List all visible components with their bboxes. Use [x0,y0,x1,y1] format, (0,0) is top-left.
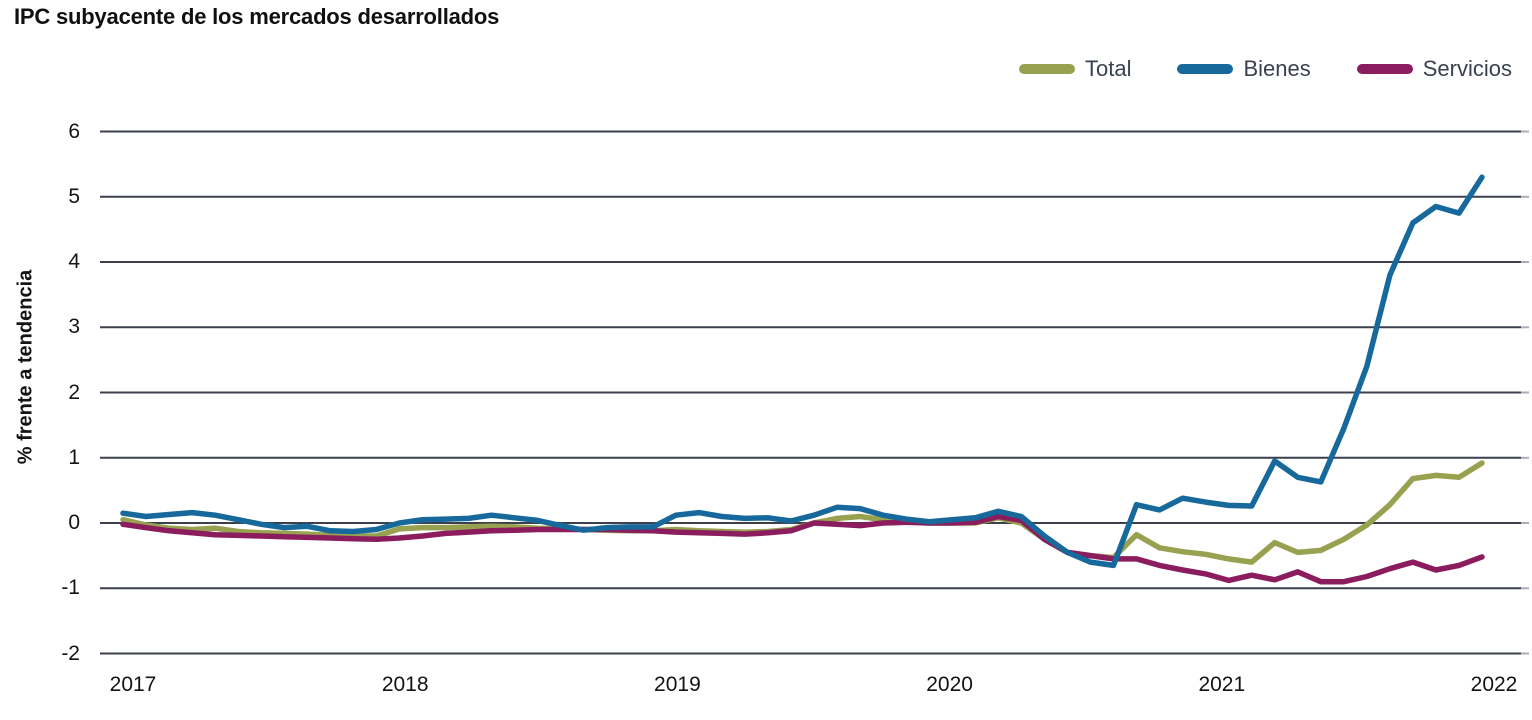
y-tick-label: -2 [61,641,80,665]
legend-swatch-bienes-icon [1177,64,1234,74]
y-tick-label: 6 [68,119,80,143]
legend-label-total: Total [1084,56,1132,81]
legend-swatch-servicios-icon [1356,64,1413,74]
x-tick-label: 2022 [1470,673,1518,696]
series-line-total [120,460,1485,565]
y-tick-label: 5 [68,184,80,208]
x-tick-label: 2017 [109,673,157,696]
y-tick-label: 4 [68,250,80,273]
legend: Total Bienes Servicios [1018,56,1512,82]
x-tick-label: 2021 [1198,673,1246,696]
chart-title: IPC subyacente de los mercados desarroll… [14,4,500,29]
y-tick-label: 0 [68,511,80,534]
series-line-servicios [120,513,1485,585]
legend-item-total: Total [1018,56,1132,82]
y-tick-label: 3 [68,315,80,339]
legend-item-servicios: Servicios [1356,56,1512,82]
x-tick-label: 2018 [381,673,429,696]
legend-swatch-total-icon [1018,64,1075,74]
x-tick-label: 2020 [926,673,973,696]
x-tick-label: 2019 [654,673,701,696]
y-tick-label: 2 [68,380,80,404]
legend-label-servicios: Servicios [1422,56,1512,81]
legend-label-bienes: Bienes [1243,56,1311,81]
series-line-bienes [120,174,1485,569]
legend-item-bienes: Bienes [1177,56,1311,82]
y-tick-label: -1 [61,576,80,600]
y-tick-label: 1 [68,445,80,469]
